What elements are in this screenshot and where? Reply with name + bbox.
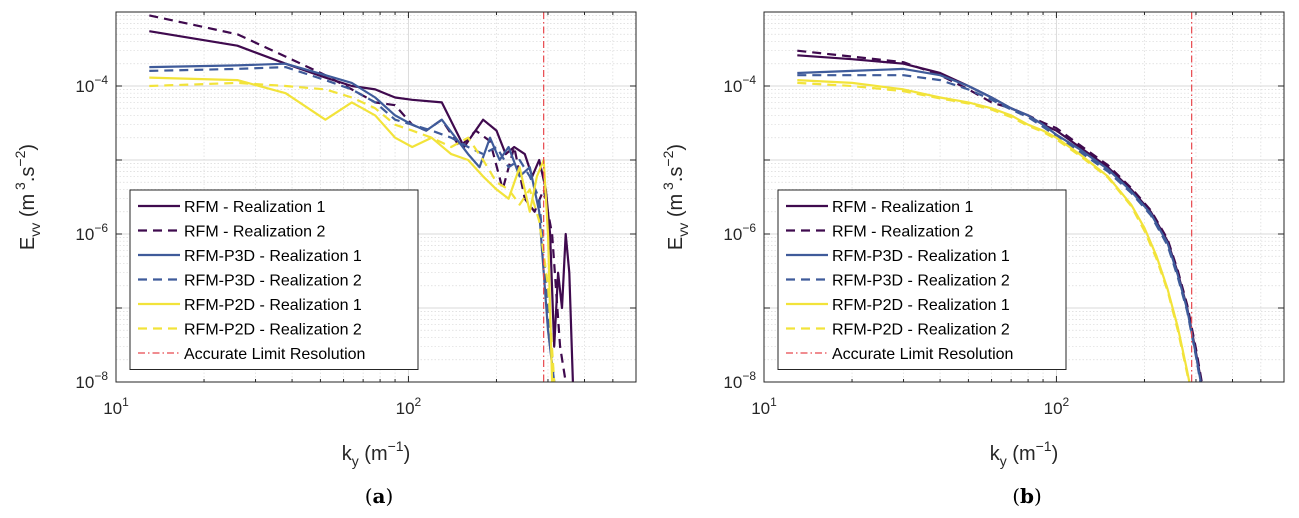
y-tick-label: 10−8 xyxy=(723,369,756,392)
legend-entry: RFM-P3D - Realization 2 xyxy=(184,273,362,290)
x-axis-label: ky (m−1) xyxy=(990,438,1059,469)
y-tick-label: 10−8 xyxy=(75,369,108,392)
series-line-3 xyxy=(149,62,556,382)
legend-entry: RFM - Realization 1 xyxy=(184,199,325,216)
y-tick-label: 10−4 xyxy=(723,73,756,96)
x-tick-label: 101 xyxy=(103,395,129,418)
y-axis-label: Evv (m 3.s−2) xyxy=(12,144,43,250)
x-tick-label: 101 xyxy=(751,395,777,418)
legend: RFM - Realization 1 RFM - Realization 2 RF… xyxy=(129,189,419,370)
legend-box xyxy=(777,189,1067,370)
series-line-5 xyxy=(797,79,1191,382)
series-group xyxy=(797,49,1203,382)
legend-entry: RFM-P3D - Realization 1 xyxy=(832,248,1010,265)
y-tick-label: 10−4 xyxy=(75,73,108,96)
y-axis-label: Evv (m 3.s−2) xyxy=(660,144,691,250)
series-line-5 xyxy=(149,76,554,382)
series-group xyxy=(149,14,574,382)
series-line-6 xyxy=(149,81,556,382)
legend-entry: RFM - Realization 2 xyxy=(184,224,325,241)
legend-entry: RFM - Realization 1 xyxy=(832,199,973,216)
legend-entry: RFM-P2D - Realization 2 xyxy=(832,322,1010,339)
legend-entry: RFM-P2D - Realization 1 xyxy=(832,297,1010,314)
y-tick-label: 10−6 xyxy=(723,221,756,244)
legend-entry: RFM-P2D - Realization 1 xyxy=(184,297,362,314)
legend-entry: RFM-P2D - Realization 2 xyxy=(184,322,362,339)
series-line-6 xyxy=(797,81,1190,382)
series-line-1 xyxy=(149,30,574,382)
x-tick-label: 102 xyxy=(396,395,422,418)
axes-box xyxy=(763,11,1285,383)
legend-box xyxy=(129,189,419,370)
chart-panel-b: 101 102 10−4 10−6 10−8 ky (m−1) Evv (m 3.s−2) R… xyxy=(660,11,1285,508)
legend-entry: RFM-P3D - Realization 1 xyxy=(184,248,362,265)
legend: RFM - Realization 1 RFM - Realization 2 RF… xyxy=(777,189,1067,370)
y-tick-label: 10−6 xyxy=(75,221,108,244)
x-tick-label: 102 xyxy=(1044,395,1070,418)
chart-panel-a: 101 102 10−4 10−6 10−8 ky (m−1) Evv (m 3.s−2) R… xyxy=(12,11,637,508)
x-axis-label: ky (m−1) xyxy=(342,438,411,469)
series-line-4 xyxy=(797,74,1202,382)
legend-entry: Accurate Limit Resolution xyxy=(184,346,365,363)
series-line-3 xyxy=(797,67,1202,382)
series-line-4 xyxy=(149,65,556,382)
axes-box xyxy=(115,11,637,383)
legend-entry: RFM - Realization 2 xyxy=(832,224,973,241)
panel-label: (b) xyxy=(1012,484,1042,508)
panel-label: (a) xyxy=(365,484,394,508)
tick-marks xyxy=(763,11,1285,383)
series-line-2 xyxy=(149,14,567,382)
tick-marks xyxy=(115,11,637,383)
legend-entry: Accurate Limit Resolution xyxy=(832,346,1013,363)
legend-entry: RFM-P3D - Realization 2 xyxy=(832,273,1010,290)
